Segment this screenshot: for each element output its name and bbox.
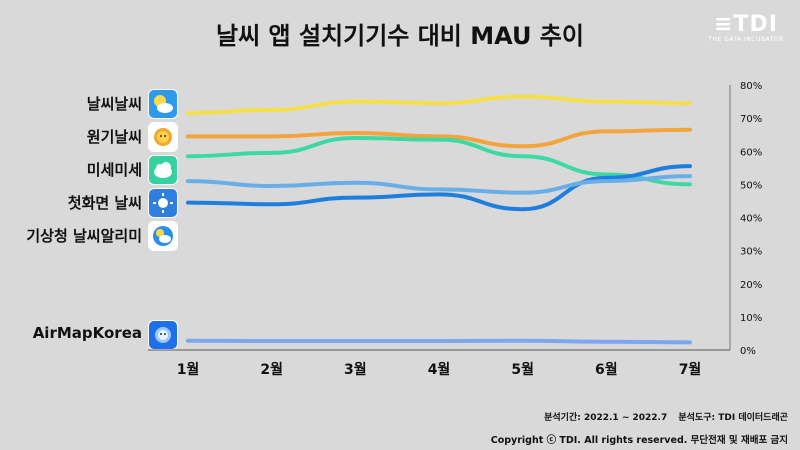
y-tick-label: 80% [740, 81, 762, 92]
weather-cloud-sun-icon [148, 89, 178, 119]
series-line-2 [186, 135, 692, 187]
series-line-5 [186, 338, 692, 345]
y-tick-label: 20% [740, 280, 762, 291]
x-tick-label: 2월 [260, 361, 283, 378]
x-tick-label: 5월 [511, 361, 534, 378]
series-line-4 [186, 174, 692, 195]
x-tick-label: 1월 [177, 361, 200, 378]
y-tick-label: 60% [740, 147, 762, 158]
app-label-wongi: 원기날씨 [86, 128, 142, 146]
footer-copyright: Copyright ⓒ TDI. All rights reserved. 무단… [490, 435, 788, 446]
x-tick-label: 6월 [595, 361, 618, 378]
analysis-tool: 분석도구: TDI 데이터드래곤 [678, 413, 788, 423]
series-line-0 [186, 94, 692, 116]
x-tick-label: 4월 [428, 361, 451, 378]
app-label-kma: 기상청 날씨알리미 [26, 227, 142, 245]
logo-subtitle: THE DATA INCUBATOR [708, 36, 784, 43]
app-label-cheothwamyeon: 첫화면 날씨 [67, 194, 142, 212]
chart-title: 날씨 앱 설치기기수 대비 MAU 추이 [216, 22, 584, 50]
y-tick-label: 10% [740, 313, 762, 324]
blue-sun-icon [148, 188, 178, 218]
y-tick-label: 40% [740, 214, 762, 225]
x-tick-label: 7월 [679, 361, 702, 378]
tdi-logo: ≡TDI THE DATA INCUBATOR [704, 12, 788, 44]
analysis-period: 분석기간: 2022.1 ~ 2022.7 [544, 413, 668, 423]
series-line-1 [186, 127, 692, 149]
y-tick-label: 0% [740, 346, 756, 357]
app-label-misemise: 미세미세 [86, 161, 142, 179]
series-line-3 [186, 164, 692, 212]
app-label-airmapkorea: AirMapKorea [32, 324, 142, 342]
footer-analysis-info: 분석기간: 2022.1 ~ 2022.7 분석도구: TDI 데이터드래곤 [536, 410, 788, 423]
sun-face-icon [148, 122, 178, 152]
kma-weather-icon [148, 221, 178, 251]
x-tick-label: 3월 [344, 361, 367, 378]
y-tick-label: 50% [740, 180, 762, 191]
y-tick-label: 30% [740, 247, 762, 258]
y-tick-label: 70% [740, 114, 762, 125]
green-cloud-icon [148, 155, 178, 185]
logo-mark: ≡TDI [714, 12, 778, 37]
app-label-nalssi: 날씨날씨 [86, 95, 142, 113]
